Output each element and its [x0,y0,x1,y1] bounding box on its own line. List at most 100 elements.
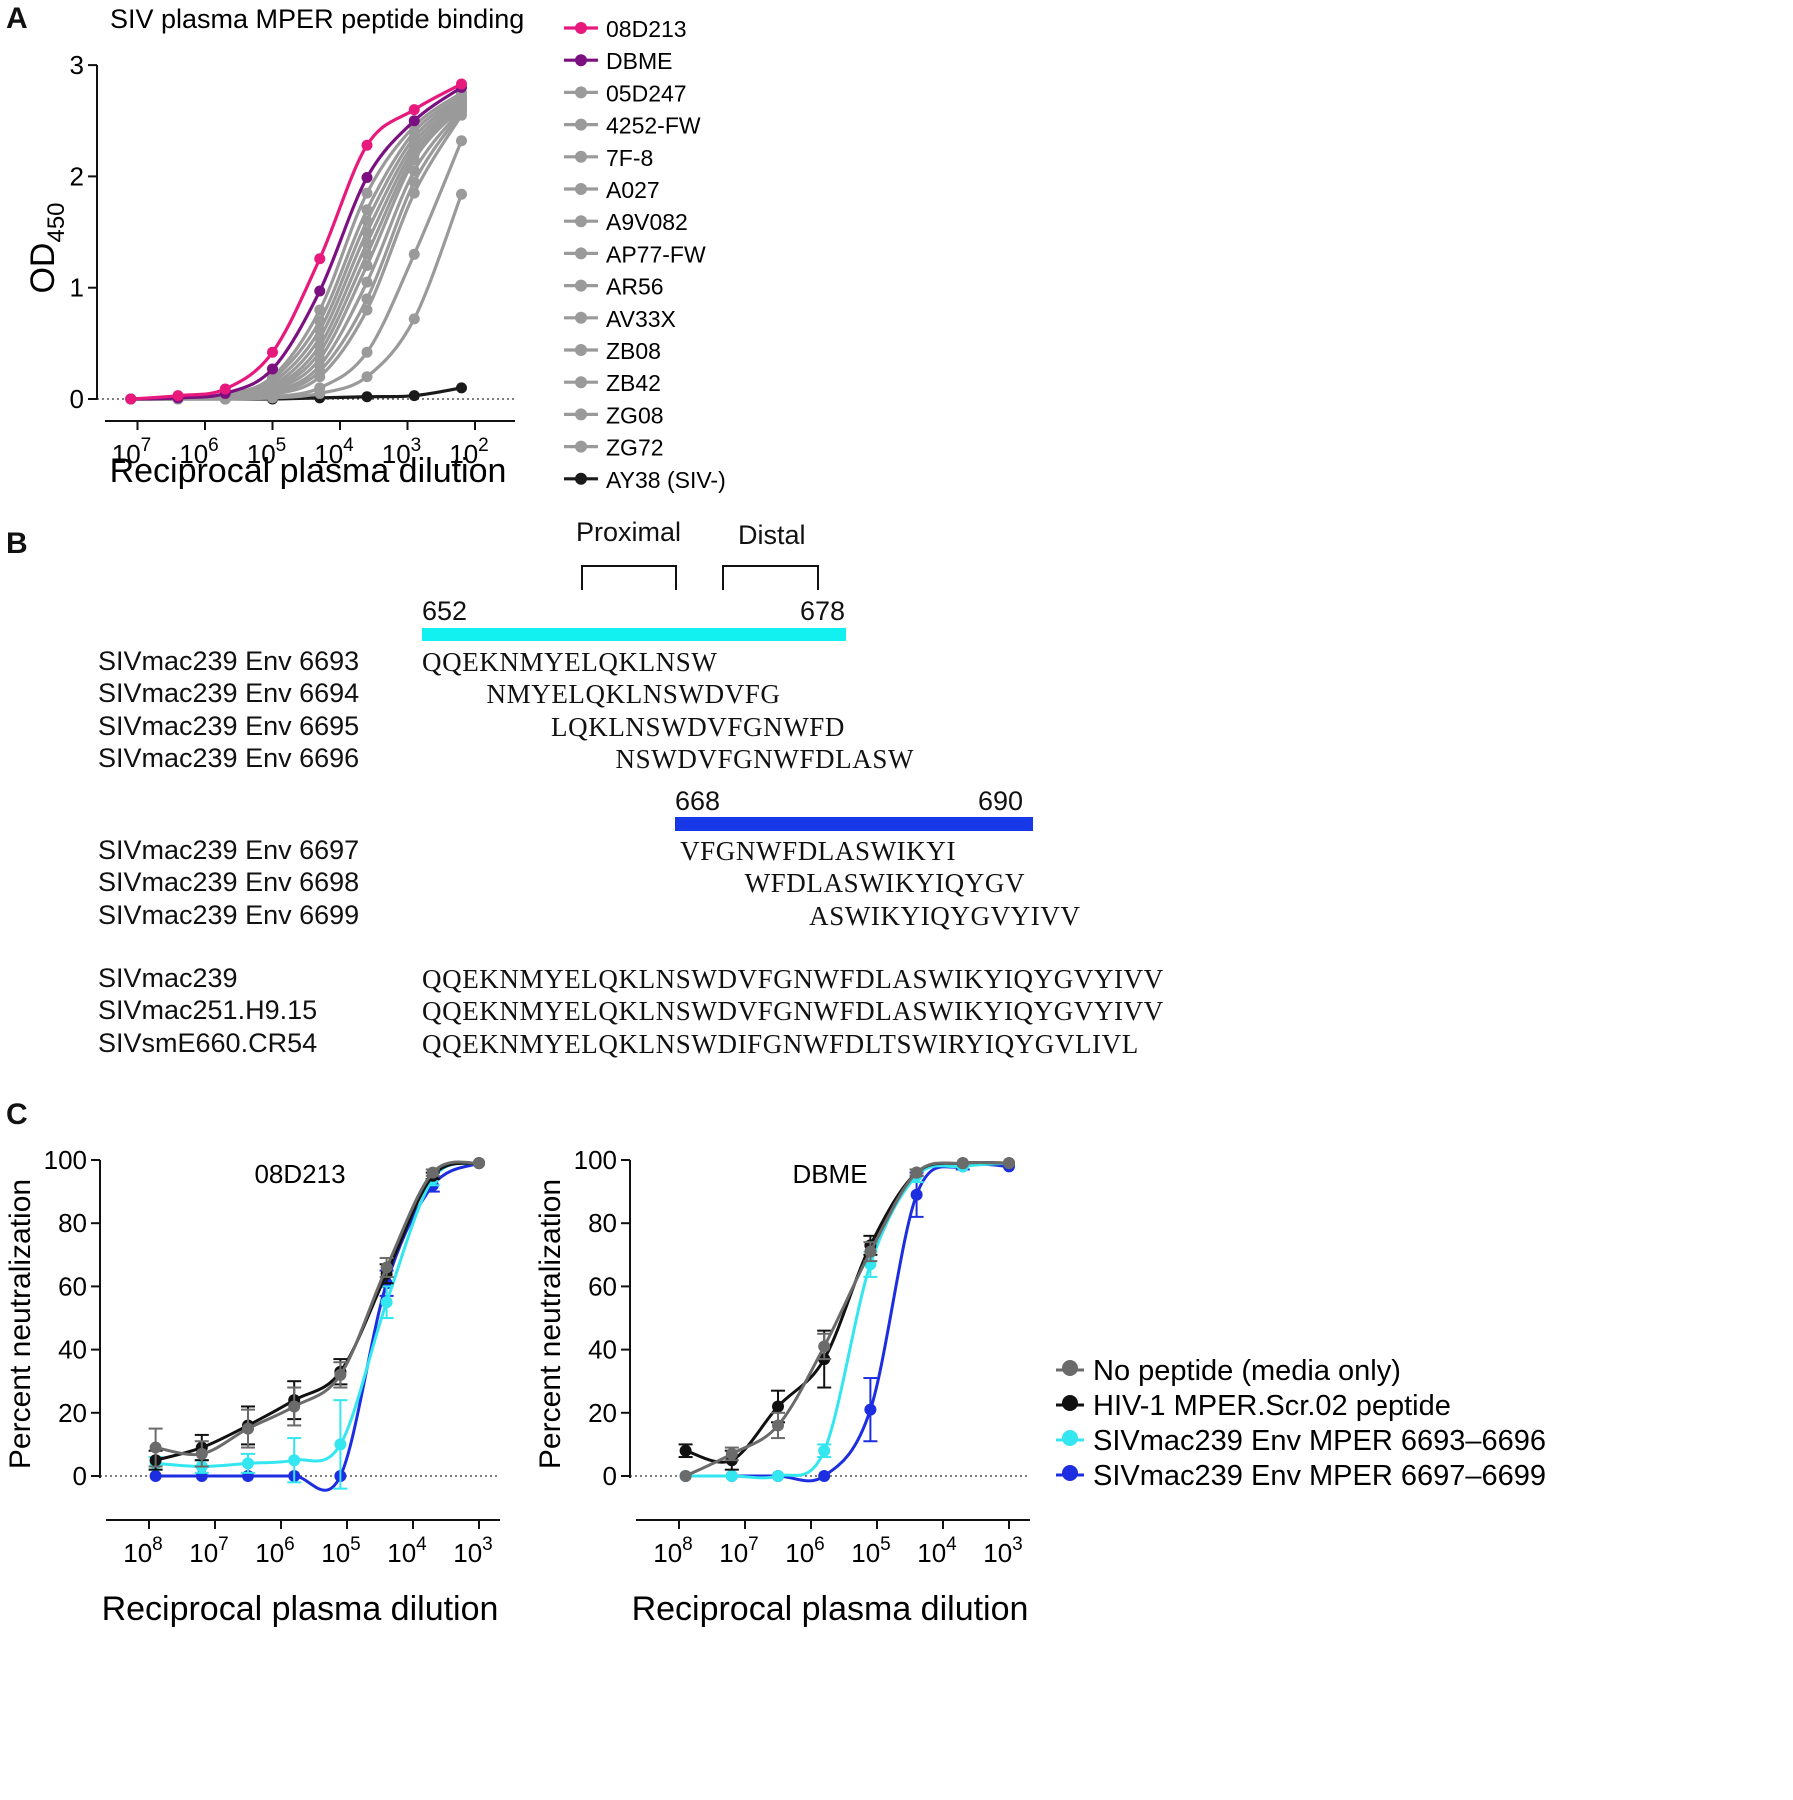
peptide-label: SIVmac239 Env 6694 [98,678,360,709]
neutralization-chart-dbme: 0 20 40 60 80 100 108 107 106 105 104 103 Percent ne… [534,1145,1030,1628]
neut-data-point [426,1166,439,1179]
peptide-sequence: LQKLNSWDVFGNWFD [551,711,846,742]
binding-x-tick-label: 104 [314,435,354,469]
neut-series-line [685,1162,1010,1483]
neut-series-line [684,1160,1010,1478]
binding-legend-label: 05D247 [606,80,687,106]
neut-legend-item: No peptide (media only) [1056,1355,1401,1387]
binding-x-tick-label: 107 [112,435,152,469]
peptide-label: SIVmac239 [98,963,238,993]
binding-data-point [361,139,373,151]
neut-x-tick-label: 104 [917,1534,957,1568]
neut-series [148,1157,485,1490]
legend-marker [1062,1465,1078,1481]
binding-legend-item: ZB42 [564,370,661,396]
panel-label-c: C [6,1098,28,1131]
binding-data-point [314,304,326,316]
binding-series-line [130,82,463,401]
binding-legend-item: A027 [564,177,660,203]
binding-y-tick-label: 1 [70,273,84,303]
legend-marker [575,311,587,324]
binding-y-tick-label: 0 [70,384,84,414]
neut-y-tick-label: 60 [588,1271,617,1301]
binding-legend-item: A9V082 [564,209,688,235]
neut-series-line [155,1160,480,1457]
binding-legend-label: 08D213 [606,16,687,42]
neut-y-tick-label: 20 [58,1398,87,1428]
neut-y-tick-label: 80 [588,1208,617,1238]
binding-data-point [408,115,420,127]
binding-x-tick-label: 102 [449,435,489,469]
neut-y-tick-label: 0 [73,1461,87,1491]
neut-data-point [679,1444,692,1457]
neut-data-point [818,1340,831,1353]
neut-series [679,1157,1015,1482]
neut-series-line [155,1161,480,1462]
binding-data-point [267,363,278,375]
neut-x-tick-label: 104 [387,1534,427,1568]
binding-legend-label: AP77-FW [606,241,706,267]
neut-data-point [1003,1157,1015,1170]
region-brackets [581,565,819,590]
binding-legend-item: AR56 [564,274,664,300]
neut-x-tick-label: 108 [653,1534,693,1568]
binding-legend: 08D213 DBME 05D247 4252-FW 7F-8 A027 A9V082 AP7… [564,16,726,493]
neut-data-point [380,1261,393,1274]
binding-data-point [408,165,420,177]
binding-chart: SIV plasma MPER peptide binding OD450 01… [24,4,524,490]
neut-legend-label: SIVmac239 Env MPER 6697–6699 [1093,1460,1546,1492]
binding-data-point [361,187,373,199]
legend-marker [575,440,587,453]
peptide-label: SIVmac251.H9.15 [98,995,318,1026]
binding-legend-label: 7F-8 [606,145,653,171]
neut-data-point [679,1470,692,1482]
neut-data-point [772,1419,784,1432]
neut-data-point [910,1166,923,1179]
neut-y-axis-label: Percent neutralization [534,1179,567,1469]
peptide-label: SIVmac239 Env 6695 [98,710,360,741]
peptide-sequence: VFGNWFDLASWIKYI [680,836,957,866]
neut-data-point [725,1447,738,1460]
binding-x-tick-label: 105 [247,435,287,469]
binding-legend-label: ZG08 [606,402,664,428]
binding-series-line [130,86,463,401]
neut-series-line [685,1160,1010,1464]
neut-legend-item: HIV-1 MPER.Scr.02 peptide [1056,1390,1451,1422]
neut-series [148,1157,485,1471]
neut-data-point [195,1447,208,1460]
binding-data-point [314,382,326,394]
proximal-bracket [581,565,677,590]
bar2-end-label: 690 [978,786,1024,816]
neut-data-point [864,1403,877,1416]
neut-x-axis-label: Reciprocal plasma dilution [632,1590,1029,1628]
neut-y-tick-label: 0 [603,1461,617,1491]
neut-data-point [772,1470,784,1482]
binding-data-point [408,248,420,260]
peptide-sequence: NMYELQKLNSWDVFG [486,679,781,710]
neut-data-point [910,1188,923,1201]
binding-legend-item: AP77-FW [564,241,706,267]
neut-legend-label: SIVmac239 Env MPER 6693–6696 [1093,1425,1546,1457]
neut-legend-label: HIV-1 MPER.Scr.02 peptide [1093,1390,1451,1422]
binding-legend-label: AV33X [606,306,676,332]
binding-legend-label: ZB42 [606,370,661,396]
binding-data-point [267,346,278,358]
neut-data-point [818,1470,831,1482]
peptide-label: SIVsmE660.CR54 [98,1027,318,1058]
peptide-sequence: QQEKNMYELQKLNSW [422,647,718,677]
neut-legend-item: SIVmac239 Env MPER 6693–6696 [1056,1425,1546,1457]
neut-data-point [334,1368,347,1381]
binding-series [125,78,467,405]
neut-data-point [772,1400,784,1413]
neut-data-point [473,1157,485,1170]
binding-data-point [456,78,467,90]
peptide-sequence: ASWIKYIQYGVYIVV [809,900,1081,931]
neut-data-point [956,1157,969,1170]
binding-legend-item: 08D213 [564,16,687,42]
binding-legend-item: ZB08 [564,338,661,364]
neut-y-tick-label: 40 [58,1335,87,1365]
peptide-sequence: WFDLASWIKYIQYGV [744,868,1026,899]
legend-marker [1062,1360,1078,1376]
legend-marker [575,150,587,163]
binding-x-tick-label: 103 [382,435,422,469]
